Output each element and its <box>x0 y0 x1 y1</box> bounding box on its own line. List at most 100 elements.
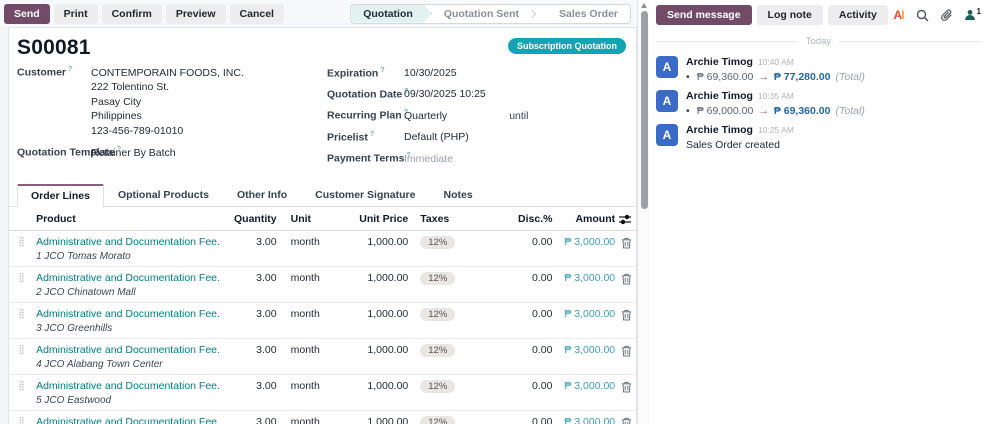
avatar[interactable]: A <box>656 124 678 146</box>
preview-button[interactable]: Preview <box>165 3 226 24</box>
quantity-cell[interactable]: 3.00 <box>222 302 279 340</box>
tab-order-lines[interactable]: Order Lines <box>17 184 104 208</box>
quantity-cell[interactable]: 3.00 <box>222 230 279 268</box>
unit-price-cell[interactable]: 1,000.00 <box>341 374 411 412</box>
tax-cell[interactable]: 12% <box>410 338 499 376</box>
unit-cell[interactable]: month <box>278 302 342 340</box>
discount-cell[interactable]: 0.00 <box>498 230 555 268</box>
delete-line-icon[interactable] <box>621 344 632 357</box>
quantity-cell[interactable]: 3.00 <box>222 374 279 412</box>
followers-icon[interactable]: 1 <box>964 7 981 21</box>
payment-terms-value[interactable]: Immediate <box>404 152 454 165</box>
tab-other-info[interactable]: Other Info <box>236 189 288 202</box>
unit-price-cell[interactable]: 1,000.00 <box>341 338 411 376</box>
unit-price-cell[interactable]: 1,000.00 <box>341 302 411 340</box>
main-scrollbar[interactable] <box>637 0 649 424</box>
optional-columns-button[interactable] <box>617 207 636 232</box>
adjust-columns-icon[interactable] <box>619 214 634 225</box>
tax-cell[interactable]: 12% <box>410 302 499 340</box>
print-button[interactable]: Print <box>53 3 98 24</box>
quotation-date-value[interactable]: 09/30/2025 10:25 <box>404 88 486 101</box>
recurring-plan-value[interactable]: Quarterly <box>404 109 448 122</box>
activity-button[interactable]: Activity <box>827 5 888 25</box>
delete-line-icon[interactable] <box>621 380 632 393</box>
avatar[interactable]: A <box>656 56 678 78</box>
tax-cell[interactable]: 12% <box>410 266 499 304</box>
quantity-cell[interactable]: 3.00 <box>222 266 279 304</box>
scrollbar-thumb[interactable] <box>640 11 648 209</box>
send-button[interactable]: Send <box>4 3 50 24</box>
unit-cell[interactable]: month <box>278 266 342 304</box>
log-note-button[interactable]: Log note <box>756 5 823 25</box>
product-link[interactable]: Administrative and Documentation Fee. <box>36 344 220 357</box>
quantity-column-header: Quantity <box>222 207 279 232</box>
delete-line-icon[interactable] <box>621 308 632 321</box>
unit-cell[interactable]: month <box>278 338 342 376</box>
order-line-row[interactable]: ⣿ Administrative and Documentation Fee. 4 … <box>9 338 636 376</box>
unit-cell[interactable]: month <box>278 230 342 268</box>
drag-handle-icon[interactable]: ⣿ <box>9 266 35 304</box>
send-message-button[interactable]: Send message <box>656 5 752 25</box>
delete-line-icon[interactable] <box>621 416 632 424</box>
product-link[interactable]: Administrative and Documentation Fee. <box>36 308 220 321</box>
product-description[interactable]: 3 JCO Greenhills <box>36 323 113 335</box>
status-step-quotation[interactable]: Quotation <box>351 5 432 23</box>
drag-handle-icon[interactable]: ⣿ <box>9 374 35 412</box>
expiration-value[interactable]: 10/30/2025 <box>404 67 457 79</box>
drag-handle-icon[interactable]: ⣿ <box>9 302 35 340</box>
avatar[interactable]: A <box>656 90 678 112</box>
product-description[interactable]: 1 JCO Tomas Morato <box>36 251 131 263</box>
drag-handle-icon[interactable]: ⣿ <box>9 410 35 424</box>
product-description[interactable]: 4 JCO Alabang Town Center <box>36 359 163 371</box>
customer-value[interactable]: CONTEMPORAIN FOODS, INC. 222 Tolentino S… <box>91 66 244 138</box>
discount-cell[interactable]: 0.00 <box>498 374 555 412</box>
discount-cell[interactable]: 0.00 <box>498 302 555 340</box>
product-description[interactable]: 2 JCO Chinatown Mall <box>36 287 136 299</box>
quantity-cell[interactable]: 3.00 <box>222 338 279 376</box>
product-link[interactable]: Administrative and Documentation Fee. <box>36 236 220 249</box>
product-description[interactable]: 5 JCO Eastwood <box>36 395 112 407</box>
search-messages-icon[interactable] <box>916 9 929 22</box>
message-author[interactable]: Archie Timog <box>686 124 753 136</box>
customer-name[interactable]: CONTEMPORAIN FOODS, INC. <box>91 67 244 79</box>
tab-optional-products[interactable]: Optional Products <box>117 189 209 202</box>
order-line-row[interactable]: ⣿Administrative and Documentation Fee.6 … <box>9 410 636 424</box>
customer-address-line: Philippines <box>91 110 142 123</box>
drag-handle-icon[interactable]: ⣿ <box>9 338 35 376</box>
tab-customer-signature[interactable]: Customer Signature <box>315 189 416 202</box>
unit-price-cell[interactable]: 1,000.00 <box>341 230 411 268</box>
cancel-button[interactable]: Cancel <box>229 3 284 24</box>
unit-cell[interactable]: month <box>278 374 342 412</box>
tax-cell[interactable]: 12% <box>410 374 499 412</box>
order-line-row[interactable]: ⣿ Administrative and Documentation Fee. 5 … <box>9 374 636 412</box>
status-step-quotation-sent[interactable]: Quotation Sent <box>432 5 547 23</box>
product-link[interactable]: Administrative and Documentation Fee. <box>36 416 220 424</box>
delete-line-icon[interactable] <box>621 272 632 285</box>
scrollbar-up-arrow-icon[interactable] <box>641 3 647 8</box>
product-link[interactable]: Administrative and Documentation Fee. <box>36 380 220 393</box>
tax-cell[interactable]: 12% <box>410 230 499 268</box>
confirm-button[interactable]: Confirm <box>101 3 162 24</box>
order-line-row[interactable]: ⣿ Administrative and Documentation Fee. 1 … <box>9 230 636 268</box>
unit-price-cell[interactable]: 1,000.00 <box>341 410 411 424</box>
tax-cell[interactable]: 12% <box>410 410 499 424</box>
message-author[interactable]: Archie Timog <box>686 56 753 68</box>
discount-cell[interactable]: 0.00 <box>498 266 555 304</box>
drag-handle-icon[interactable]: ⣿ <box>9 230 35 268</box>
attachments-icon[interactable] <box>940 9 953 22</box>
order-line-row[interactable]: ⣿ Administrative and Documentation Fee. 2 … <box>9 266 636 304</box>
quantity-cell[interactable]: 3.00 <box>222 410 279 424</box>
status-step-sales-order[interactable]: Sales Order <box>559 7 618 20</box>
order-line-row[interactable]: ⣿ Administrative and Documentation Fee. 3 … <box>9 302 636 340</box>
unit-cell[interactable]: month <box>278 410 342 424</box>
tab-notes[interactable]: Notes <box>443 189 473 202</box>
pricelist-value[interactable]: Default (PHP) <box>404 131 469 144</box>
discount-cell[interactable]: 0.00 <box>498 338 555 376</box>
delete-line-icon[interactable] <box>621 236 632 249</box>
discount-cell[interactable]: 0.00 <box>498 410 555 424</box>
message-author[interactable]: Archie Timog <box>686 90 753 102</box>
product-link[interactable]: Administrative and Documentation Fee. <box>36 272 220 285</box>
unit-price-cell[interactable]: 1,000.00 <box>341 266 411 304</box>
quotation-template-value[interactable]: Retainer By Batch <box>91 147 176 160</box>
